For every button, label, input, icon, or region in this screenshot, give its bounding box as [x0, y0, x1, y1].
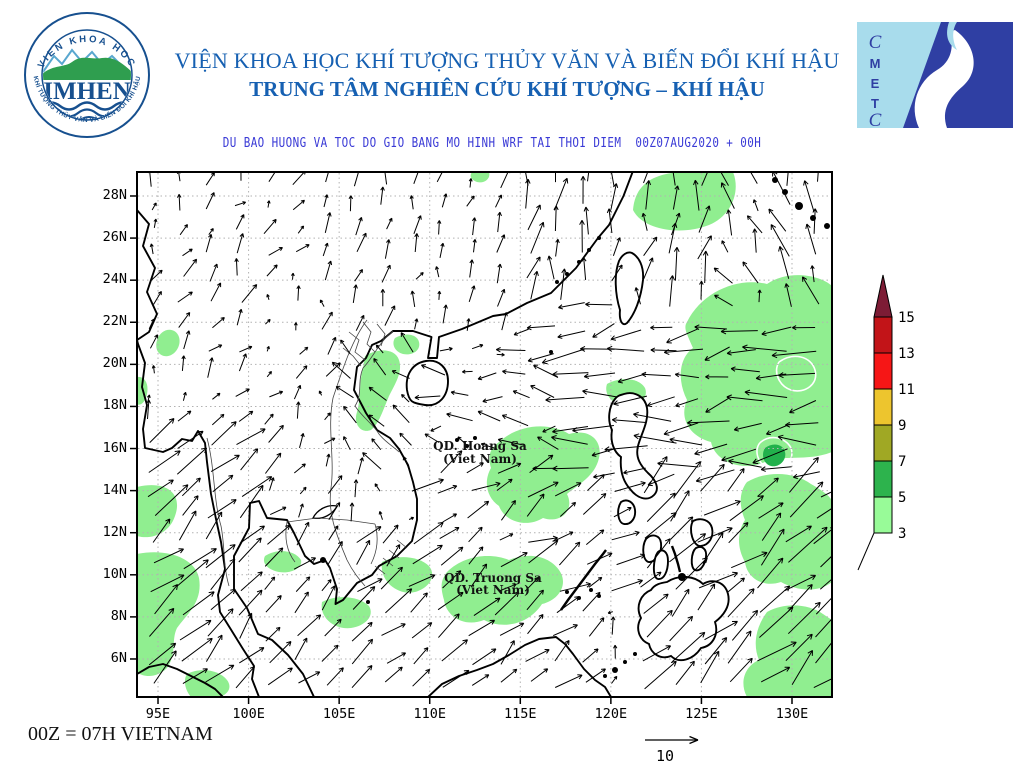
- y-tick-label: 24N: [102, 271, 127, 288]
- cmetc-s-tail: [947, 22, 957, 50]
- header-titles: VIỆN KHOA HỌC KHÍ TƯỢNG THỦY VĂN VÀ BIẾN…: [150, 48, 864, 102]
- imhen-emblem: IMHEN: [43, 48, 131, 119]
- legend-value: 3: [898, 526, 906, 542]
- org-name-line1: VIỆN KHOA HỌC KHÍ TƯỢNG THỦY VĂN VÀ BIẾN…: [174, 48, 840, 73]
- x-tick-label: 110E: [413, 706, 446, 722]
- x-tick-label: 105E: [322, 706, 356, 722]
- cmetc-letter-c1: C: [869, 32, 882, 53]
- cmetc-letter-e: E: [871, 76, 880, 91]
- wind-speed-shading: [138, 173, 831, 696]
- imhen-wordmark: IMHEN: [43, 78, 131, 105]
- cmetc-letter-c2: C: [869, 110, 882, 128]
- imhen-green-hills: [43, 57, 131, 80]
- y-tick-label: 12N: [102, 523, 127, 540]
- truong-sa-label: QD. Truong Sa: [444, 571, 542, 585]
- cmetc-logo-svg: C M E T C: [857, 22, 1013, 131]
- x-tick-label: 115E: [504, 706, 537, 722]
- legend-value: 13: [898, 346, 915, 362]
- legend-value: 11: [898, 382, 915, 398]
- y-tick-label: 6N: [110, 649, 127, 666]
- y-tick-label: 28N: [102, 186, 127, 203]
- legend-value: 15: [898, 310, 915, 326]
- vector-scale: 10: [645, 735, 699, 765]
- x-tick-label: 100E: [232, 706, 265, 722]
- scale-arrow-icon: [645, 735, 699, 745]
- hoang-sa-label: QD. Hoang Sa: [433, 439, 527, 453]
- cmetc-letter-m: M: [870, 56, 881, 71]
- cmetc-logo: C M E T C: [857, 22, 1013, 131]
- y-tick-label: 8N: [110, 607, 127, 624]
- x-tick-label: 125E: [685, 706, 718, 722]
- wind-vectors: [146, 173, 831, 690]
- cmetc-letters: C M E T C: [869, 32, 882, 131]
- cmetc-s-shape: [914, 30, 974, 128]
- truong-sa-sublabel: (Viet Nam): [456, 583, 530, 597]
- x-tick-label: 95E: [145, 706, 171, 722]
- map-frame: [136, 171, 833, 698]
- y-tick-label: 20N: [102, 355, 127, 372]
- timezone-note: 00Z = 07H VIETNAM: [28, 723, 213, 745]
- y-tick-label: 18N: [102, 397, 127, 414]
- y-tick-label: 26N: [102, 229, 127, 246]
- wind-map-svg: QD. Hoang Sa (Viet Nam) QD. Truong Sa (V…: [130, 171, 833, 704]
- imhen-logo-svg: VIEN KHOA HOC KHÍ TƯỢNG THỦY VĂN VÀ BIẾN…: [24, 12, 150, 138]
- hoang-sa-sublabel: (Viet Nam): [443, 452, 517, 466]
- y-tick-label: 10N: [102, 565, 127, 582]
- legend-value: 5: [898, 490, 906, 506]
- wind-map: QD. Hoang Sa (Viet Nam) QD. Truong Sa (V…: [103, 162, 842, 722]
- wind-speed-legend: 15 13 11 9 7 5 3: [857, 274, 915, 571]
- legend-colorbar: 15 13 11 9 7 5 3: [857, 274, 915, 571]
- imhen-logo: VIEN KHOA HOC KHÍ TƯỢNG THỦY VĂN VÀ BIẾN…: [22, 10, 152, 140]
- y-tick-label: 22N: [102, 313, 127, 330]
- org-name-line2: TRUNG TÂM NGHIÊN CỨU KHÍ TƯỢNG – KHÍ HẬU: [249, 77, 765, 101]
- cmetc-letter-t: T: [871, 96, 879, 111]
- x-tick-label: 130E: [775, 706, 809, 722]
- y-tick-label: 14N: [102, 481, 127, 498]
- forecast-subtitle: DU BAO HUONG VA TOC DO GIO BANG MO HINH …: [222, 136, 762, 151]
- y-tick-label: 16N: [102, 439, 127, 456]
- legend-value: 7: [898, 454, 906, 470]
- island-labels: QD. Hoang Sa (Viet Nam) QD. Truong Sa (V…: [433, 439, 542, 597]
- legend-value: 9: [898, 418, 906, 434]
- x-tick-label: 120E: [594, 706, 628, 722]
- scale-arrow-value: 10: [656, 747, 674, 765]
